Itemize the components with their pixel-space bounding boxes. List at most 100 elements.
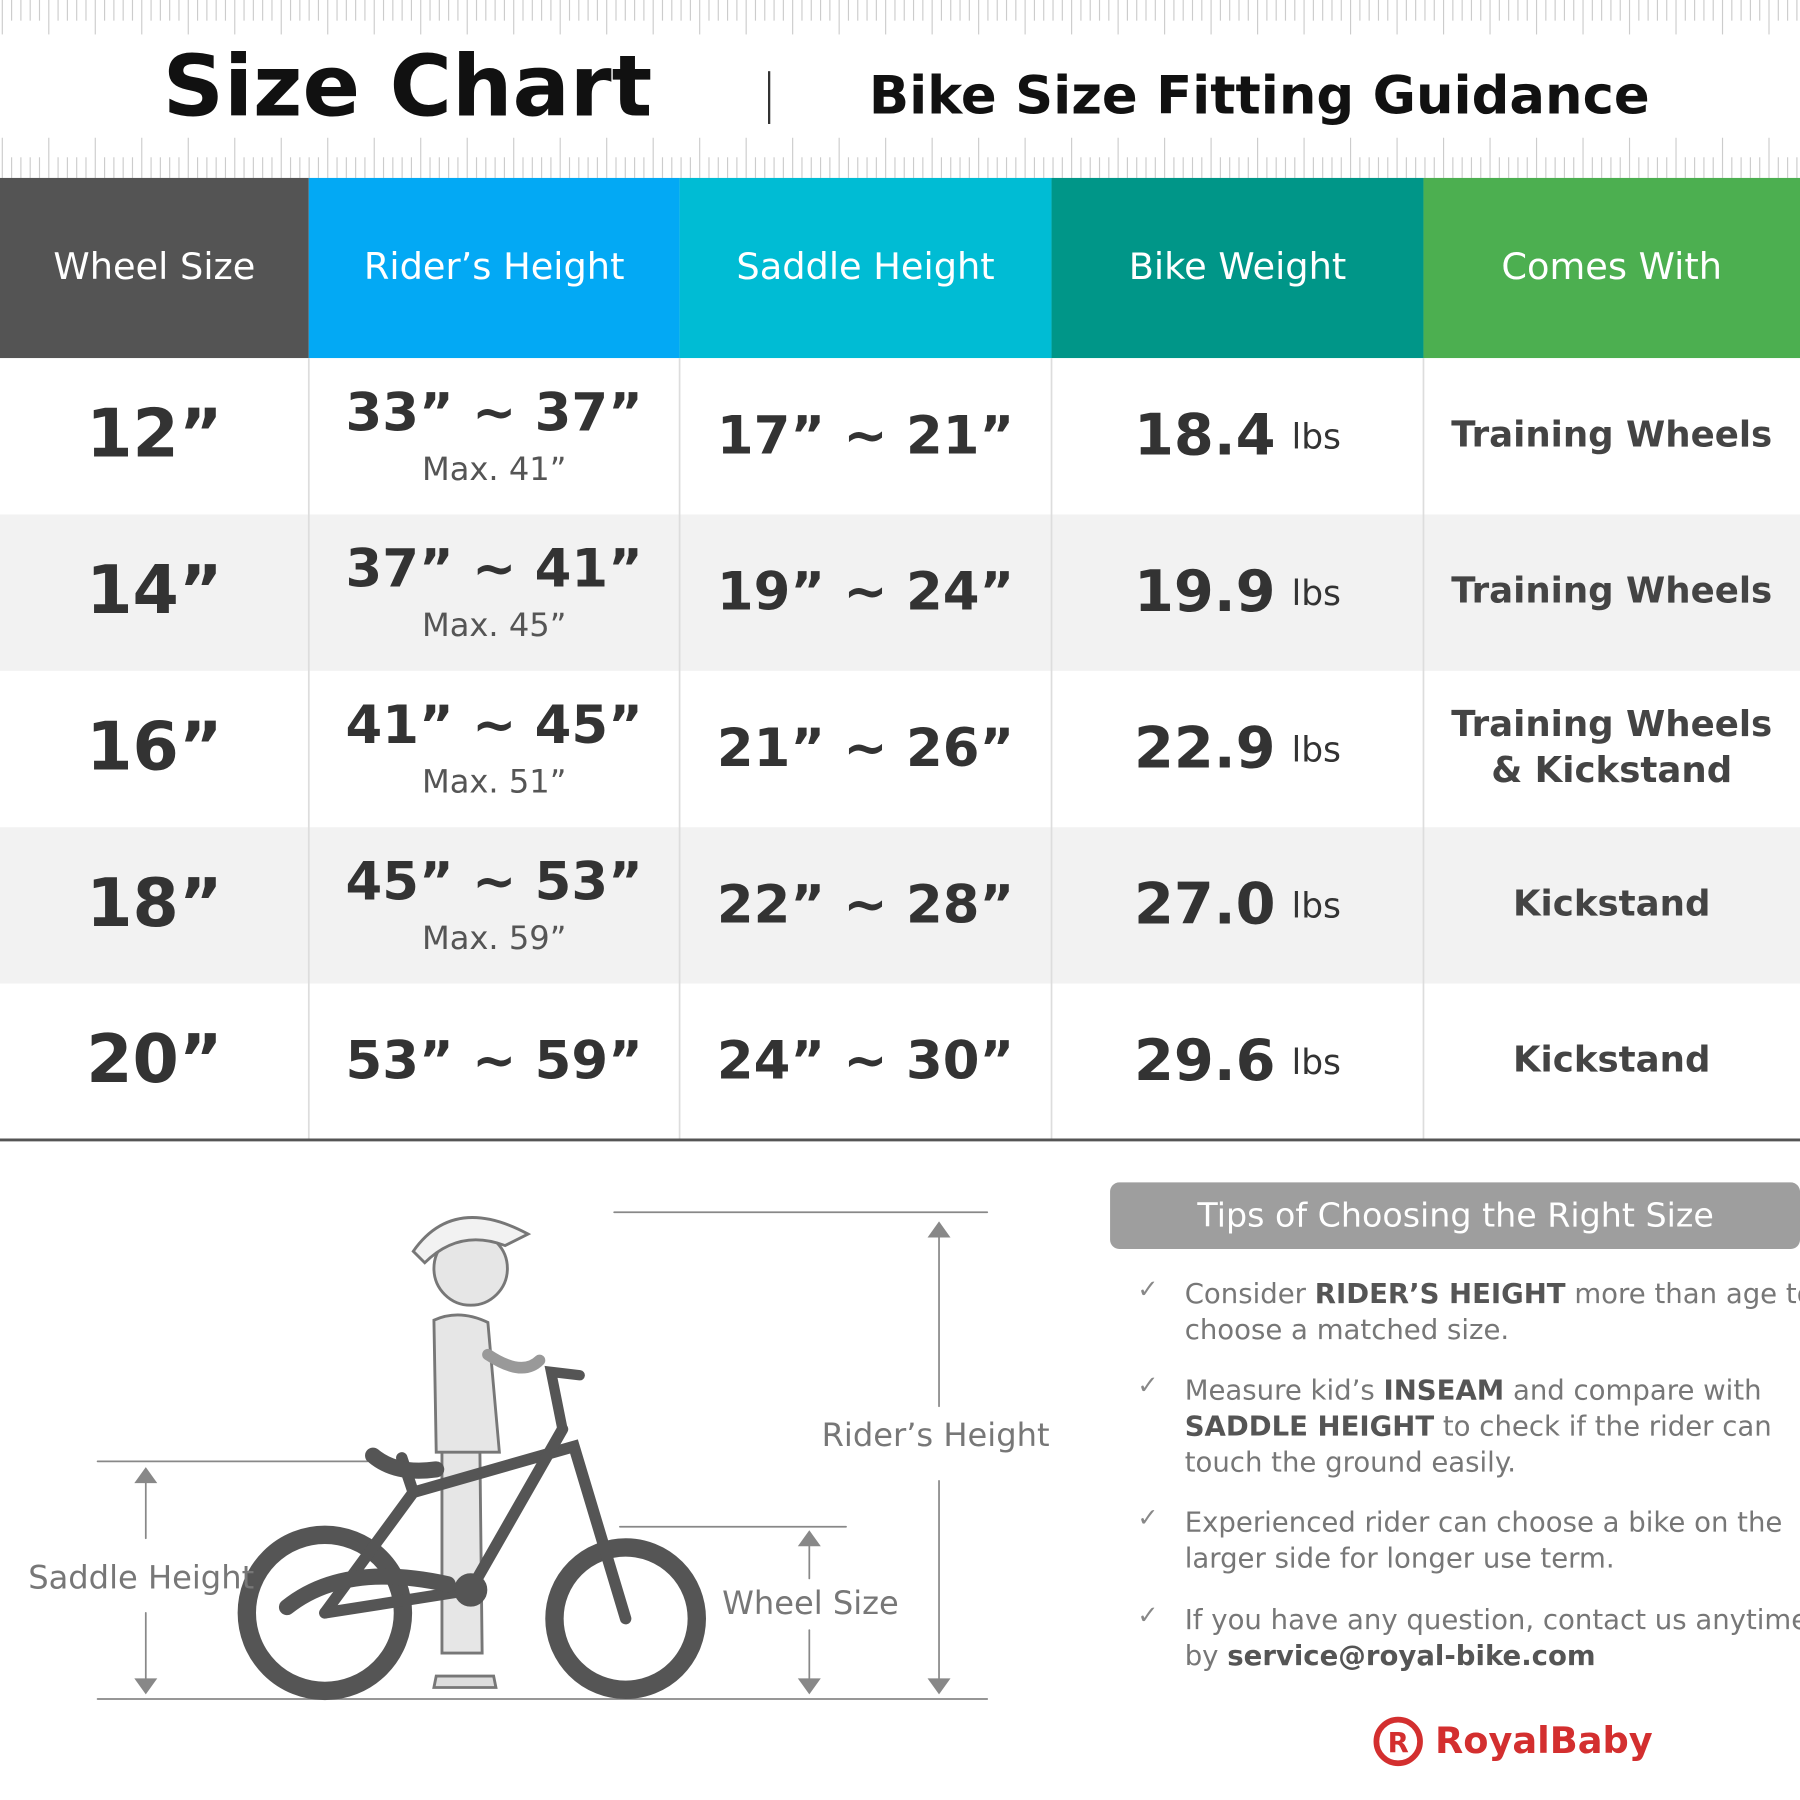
check-mark: ✓ [1137, 1503, 1158, 1532]
comes-with: Training Wheels [1451, 704, 1772, 745]
tip-segment: service@royal-bike.com [1227, 1640, 1595, 1672]
comes-with: & Kickstand [1491, 750, 1732, 791]
tip-segment: INSEAM [1383, 1374, 1504, 1406]
row-bg [0, 670, 1800, 828]
saddle-height: 19” ~ 24” [717, 562, 1014, 623]
header-cell [679, 177, 1052, 359]
tip-line: Measure kid’s INSEAM and compare with [1185, 1374, 1762, 1406]
wheel-size: 12” [86, 395, 222, 473]
tips-list: ✓ Consider RIDER’S HEIGHT more than age t… [1137, 1274, 1800, 1672]
riders-height: 53” ~ 59” [346, 1031, 643, 1092]
comes-with: Training Wheels [1451, 414, 1772, 455]
wheel-size: 14” [86, 551, 222, 629]
saddle-height: 17” ~ 21” [717, 405, 1014, 466]
wheel-size: 18” [86, 864, 222, 942]
tips-header [1110, 1182, 1800, 1249]
header-cell [1423, 177, 1800, 359]
comes-with: Kickstand [1513, 883, 1711, 924]
tip-segment: by [1185, 1640, 1228, 1672]
check-mark: ✓ [1137, 1274, 1158, 1303]
tip-segment: SADDLE HEIGHT [1185, 1410, 1435, 1442]
tip-segment: touch the ground easily. [1185, 1447, 1516, 1479]
illustration: Rider’s Height Saddle Height Wheel Size [28, 1211, 1050, 1701]
header-label: Comes With [1501, 245, 1722, 288]
header-cell [0, 177, 309, 359]
comes-with: Kickstand [1513, 1040, 1711, 1081]
wheel-size-label: Wheel Size [722, 1584, 899, 1622]
tip-line: If you have any question, contact us any… [1185, 1604, 1800, 1636]
tip-segment: Measure kid’s [1185, 1374, 1384, 1406]
riders-max: Max. 59” [422, 919, 566, 957]
tip-line: choose a matched size. [1185, 1314, 1509, 1346]
tip-segment: and compare with [1504, 1374, 1761, 1406]
wheel-size: 20” [86, 1020, 222, 1098]
wheel-size: 16” [86, 707, 222, 785]
tips-title: Tips of Choosing the Right Size [1196, 1195, 1713, 1234]
tip-segment: Consider [1185, 1278, 1315, 1310]
tip-segment: RIDER’S HEIGHT [1315, 1278, 1566, 1310]
header-label: Wheel Size [53, 245, 255, 288]
tip-segment: more than age to [1566, 1278, 1800, 1310]
bike-weight: 29.6 lbs [1134, 1027, 1341, 1094]
header-label: Saddle Height [736, 245, 994, 288]
bike-weight: 18.4 lbs [1134, 401, 1341, 468]
row-bg [0, 514, 1800, 671]
riders-height: 37” ~ 41” [346, 539, 643, 600]
tip-line: larger side for longer use term. [1185, 1543, 1615, 1575]
riders-height: 41” ~ 45” [346, 695, 643, 756]
row-bg [0, 358, 1800, 515]
title: Size Chart [163, 37, 653, 136]
riders-max: Max. 51” [422, 762, 566, 800]
bike-weight: 27.0 lbs [1134, 870, 1341, 937]
tip-line: touch the ground easily. [1185, 1447, 1516, 1479]
bike-weight: 19.9 lbs [1134, 558, 1341, 625]
subtitle: Bike Size Fitting Guidance [869, 65, 1650, 126]
table: Wheel Size Rider’s Height Saddle Height Bik… [0, 177, 1800, 1142]
svg-text:R: R [1388, 1727, 1409, 1759]
saddle-height-label: Saddle Height [28, 1559, 254, 1597]
tip-segment: choose a matched size. [1185, 1314, 1509, 1346]
weight-unit: lbs [1292, 730, 1341, 770]
riders-height: 33” ~ 37” [346, 382, 643, 443]
tip-segment: larger side for longer use term. [1185, 1543, 1615, 1575]
logo: R RoyalBaby [1373, 1716, 1653, 1767]
tip-segment: If you have any question, contact us any… [1185, 1604, 1800, 1636]
tip-line: Experienced rider can choose a bike on t… [1185, 1506, 1783, 1538]
logo-text: RoyalBaby [1435, 1719, 1653, 1762]
weight-unit: lbs [1292, 417, 1341, 457]
riders-height-label: Rider’s Height [822, 1416, 1050, 1454]
check-mark: ✓ [1137, 1371, 1158, 1400]
saddle-height: 24” ~ 30” [717, 1031, 1014, 1092]
header-cell [308, 177, 680, 359]
ruler [0, 0, 1800, 178]
ruler-bg [0, 0, 1800, 178]
bike-weight: 22.9 lbs [1134, 714, 1341, 781]
tip-line: by service@royal-bike.com [1185, 1640, 1596, 1672]
saddle-height: 22” ~ 28” [717, 874, 1014, 935]
header-label: Rider’s Height [364, 245, 625, 288]
saddle-height: 21” ~ 26” [717, 718, 1014, 779]
weight-value: 19.9 [1134, 558, 1276, 625]
weight-unit: lbs [1292, 573, 1341, 613]
riders-max: Max. 41” [422, 450, 566, 488]
tip-segment: to check if the rider can [1434, 1410, 1772, 1442]
tip-segment: Experienced rider can choose a bike on t… [1185, 1506, 1783, 1538]
riders-max: Max. 45” [422, 606, 566, 644]
row-bg [0, 827, 1800, 984]
tip-line: Consider RIDER’S HEIGHT more than age to [1185, 1278, 1800, 1310]
comes-with: Training Wheels [1451, 571, 1772, 612]
riders-height: 45” ~ 53” [346, 851, 643, 912]
weight-unit: lbs [1292, 886, 1341, 926]
header-label: Bike Weight [1129, 245, 1347, 288]
weight-unit: lbs [1292, 1043, 1341, 1083]
check-mark: ✓ [1137, 1600, 1158, 1629]
tip-line: SADDLE HEIGHT to check if the rider can [1185, 1410, 1772, 1442]
weight-value: 27.0 [1134, 870, 1276, 937]
weight-value: 18.4 [1134, 401, 1276, 468]
weight-value: 22.9 [1134, 714, 1276, 781]
header-cell [1051, 177, 1424, 359]
row-bg [0, 983, 1800, 1140]
weight-value: 29.6 [1134, 1027, 1276, 1094]
